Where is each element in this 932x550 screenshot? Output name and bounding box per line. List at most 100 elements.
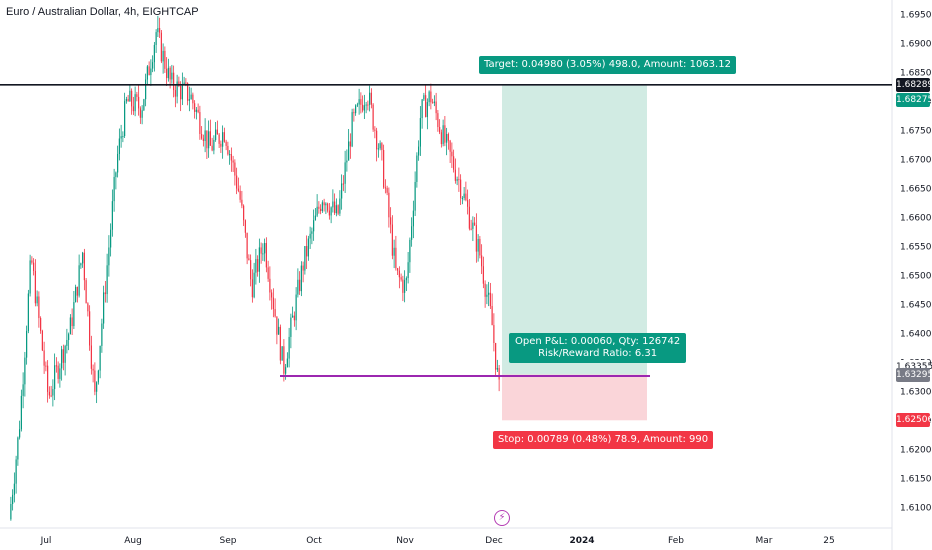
- candle-body: [164, 50, 166, 69]
- candle-body: [451, 151, 453, 157]
- candle-body: [313, 220, 315, 232]
- candle-body: [145, 79, 147, 100]
- candle-body: [167, 67, 169, 79]
- candle-body: [398, 270, 400, 278]
- candle-body: [486, 294, 488, 297]
- candle-body: [227, 145, 229, 155]
- candle-body: [159, 28, 161, 33]
- candle-body: [234, 162, 236, 176]
- candle-body: [80, 263, 82, 266]
- candle-body: [85, 280, 87, 304]
- candle-body: [246, 232, 248, 259]
- candle-body: [467, 200, 469, 207]
- candle-body: [293, 315, 295, 321]
- y-tick-label: 1.64000: [900, 330, 932, 340]
- y-tick-label: 1.69500: [900, 11, 932, 21]
- candle-body: [372, 104, 374, 130]
- candle-body: [41, 330, 43, 351]
- candle-body: [321, 202, 323, 212]
- candle-body: [426, 102, 428, 118]
- candle-body: [262, 253, 264, 255]
- candle-body: [323, 202, 325, 206]
- candle-body: [453, 156, 455, 170]
- candle-body: [409, 239, 411, 263]
- candle-body: [206, 130, 208, 149]
- candle-body: [407, 262, 409, 279]
- candle-body: [379, 143, 381, 149]
- candle-body: [134, 94, 136, 112]
- candle-body: [73, 302, 75, 327]
- candle-body: [223, 132, 225, 142]
- candle-body: [162, 50, 164, 62]
- stop-label: Stop: 0.00789 (0.48%) 78.9, Amount: 990: [493, 431, 714, 449]
- candle-body: [166, 68, 168, 79]
- candle-body: [395, 247, 397, 269]
- candle-body: [412, 210, 414, 227]
- candle-body: [376, 130, 378, 150]
- price-badge-green: 1.68275: [896, 92, 932, 107]
- candle-body: [334, 201, 336, 214]
- candle-body: [47, 365, 49, 392]
- candle-body: [10, 504, 12, 520]
- candle-body: [374, 129, 376, 131]
- candle-body: [96, 382, 98, 392]
- candle-body: [276, 316, 278, 335]
- candle-body: [269, 278, 271, 293]
- candle-body: [50, 395, 52, 397]
- target-label: Target: 0.04980 (3.05%) 498.0, Amount: 1…: [479, 56, 736, 74]
- candle-body: [428, 91, 430, 103]
- candle-body: [250, 260, 252, 280]
- candle-body: [36, 296, 38, 304]
- x-tick-label: Oct: [306, 536, 322, 546]
- candle-body: [458, 179, 460, 181]
- candle-body: [489, 292, 491, 307]
- candle-body: [237, 188, 239, 191]
- candle-body: [160, 32, 162, 62]
- candle-body: [43, 350, 45, 366]
- candle-body: [211, 145, 213, 151]
- x-tick-label: Sep: [220, 536, 237, 546]
- candle-body: [272, 297, 274, 310]
- candle-body: [236, 175, 238, 189]
- candle-body: [404, 280, 406, 293]
- candle-body: [383, 149, 385, 188]
- candle-body: [423, 95, 425, 100]
- candle-body: [129, 90, 131, 102]
- candle-body: [110, 229, 112, 248]
- candle-body: [220, 143, 222, 147]
- candle-body: [59, 368, 61, 379]
- candle-body: [106, 265, 108, 295]
- candle-body: [341, 183, 343, 199]
- candle-body: [474, 222, 476, 226]
- candle-body: [55, 365, 57, 367]
- candle-body: [260, 247, 262, 254]
- candle-body: [180, 86, 182, 100]
- candle-body: [362, 104, 364, 111]
- candle-body: [405, 278, 407, 281]
- y-tick-label: 1.67000: [900, 156, 932, 166]
- candle-body: [493, 325, 495, 343]
- candle-body: [418, 146, 420, 156]
- candle-body: [103, 292, 105, 324]
- candle-body: [122, 136, 124, 138]
- lightning-icon[interactable]: ⚡: [494, 510, 510, 526]
- candle-body: [139, 108, 141, 118]
- candle-body: [414, 181, 416, 211]
- candle-body: [153, 44, 155, 63]
- candle-body: [327, 203, 329, 211]
- price-badge-gray: 1.63295: [896, 367, 932, 382]
- candle-body: [265, 242, 267, 268]
- candle-body: [225, 141, 227, 146]
- candle-body: [475, 225, 477, 252]
- candle-body: [178, 81, 180, 87]
- candle-body: [484, 283, 486, 297]
- candle-body: [279, 326, 281, 361]
- candle-body: [358, 99, 360, 105]
- candle-body: [381, 143, 383, 150]
- candle-body: [190, 94, 192, 100]
- candle-body: [435, 101, 437, 114]
- candle-body: [437, 113, 439, 128]
- candle-body: [325, 203, 327, 206]
